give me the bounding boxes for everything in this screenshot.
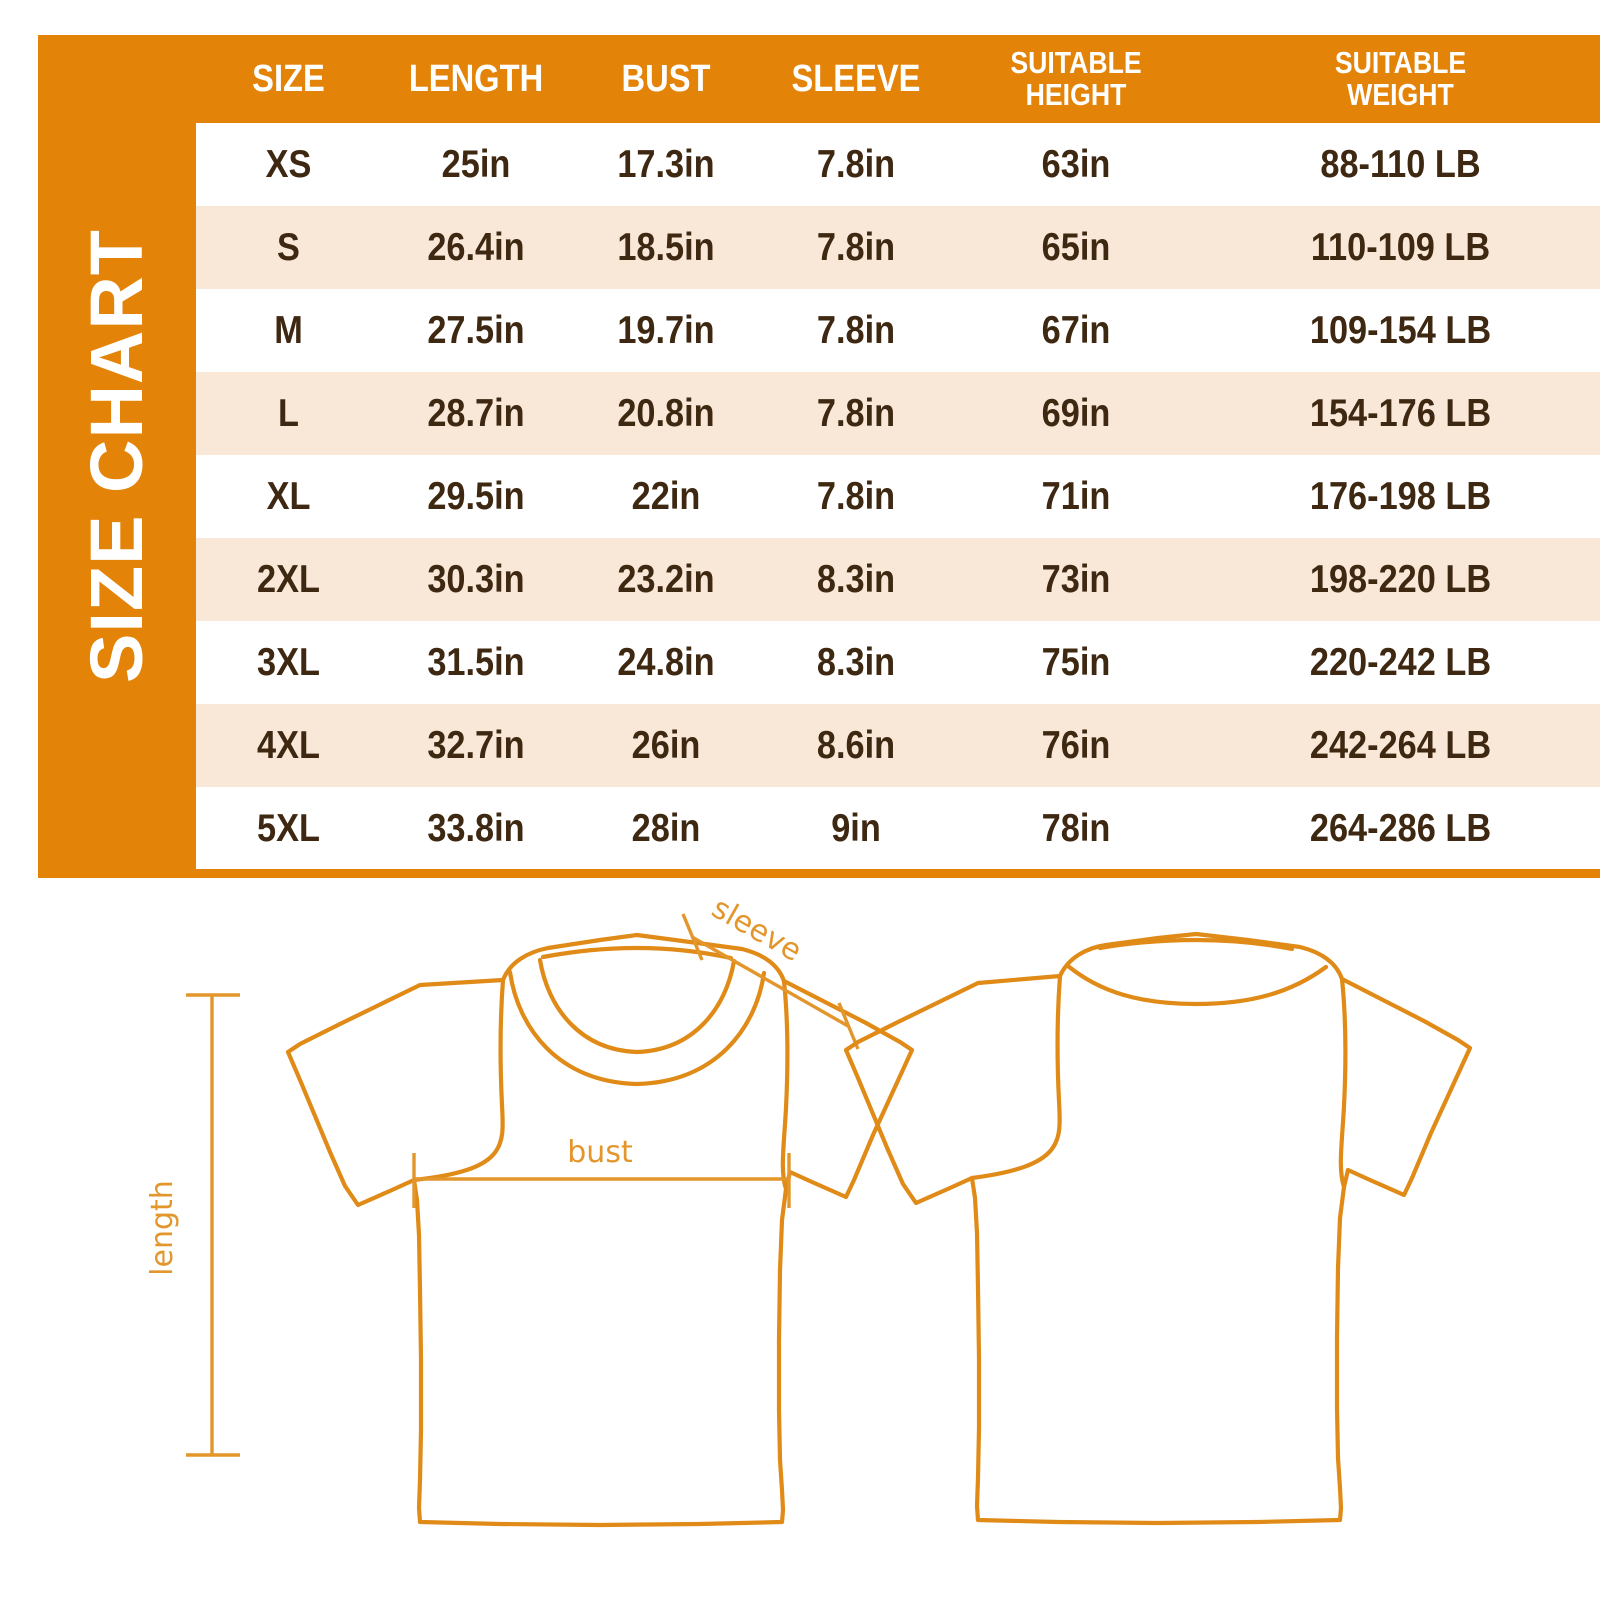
cell-weight: 220-242 LB [1309,641,1492,684]
table-row: XL 29.5in 22in 7.8in 71in 176-198 LB [196,455,1600,538]
cell-length: 26.4in [427,226,525,269]
cell-bust: 26in [631,724,701,767]
cell-weight: 88-110 LB [1320,143,1481,186]
size-chart-title: SIZE CHART [75,229,158,683]
cell-height: 63in [1041,143,1111,186]
cell-weight: 198-220 LB [1309,558,1492,601]
cell-sleeve: 9in [831,807,881,850]
column-header-suitable-weight-line2: WEIGHT [1347,77,1454,112]
cell-sleeve: 7.8in [816,143,896,186]
table-body: XS 25in 17.3in 7.8in 63in 88-110 LB S 26.4in 18.… [196,123,1600,870]
column-header-length: LENGTH [408,57,544,100]
cell-bust: 28in [631,807,701,850]
t-shirt-back-view [843,931,1473,1526]
cell-size: M [274,309,303,352]
column-header-bust: BUST [621,57,711,100]
cell-bust: 22in [631,475,701,518]
cell-height: 73in [1041,558,1111,601]
cell-size: S [277,226,300,269]
bust-label: bust [567,1135,633,1170]
cell-height: 76in [1041,724,1111,767]
cell-bust: 18.5in [617,226,715,269]
cell-length: 25in [441,143,511,186]
cell-weight: 176-198 LB [1309,475,1492,518]
cell-length: 29.5in [427,475,525,518]
cell-sleeve: 7.8in [816,475,896,518]
t-shirt-front-view [285,932,915,1528]
size-chart-table: SIZE LENGTH BUST SLEEVE SUITABLE HEIGHT … [196,35,1600,877]
size-chart-block: SIZE CHART SIZE LENGTH BUST SLEEVE SUITA… [38,35,1600,878]
column-header-sleeve: SLEEVE [791,57,921,100]
column-header-size: SIZE [252,57,325,100]
cell-size: XS [265,143,312,186]
table-row: 3XL 31.5in 24.8in 8.3in 75in 220-242 LB [196,621,1600,704]
column-header-suitable-weight-line1: SUITABLE [1334,45,1467,81]
column-header-suitable-weight: SUITABLE WEIGHT [1229,47,1572,110]
sleeve-dimension [681,913,860,1050]
table-row: XS 25in 17.3in 7.8in 63in 88-110 LB [196,123,1600,206]
length-label: length [145,1180,180,1276]
table-row: S 26.4in 18.5in 7.8in 65in 110-109 LB [196,206,1600,289]
cell-height: 78in [1041,807,1111,850]
cell-size: XL [266,475,311,518]
length-dimension [186,993,240,1457]
cell-weight: 264-286 LB [1309,807,1492,850]
cell-bust: 24.8in [617,641,715,684]
cell-length: 27.5in [427,309,525,352]
cell-height: 67in [1041,309,1111,352]
cell-weight: 242-264 LB [1309,724,1492,767]
table-row: 4XL 32.7in 26in 8.6in 76in 242-264 LB [196,704,1600,787]
measurement-diagram: sleeve bust length [0,890,1600,1600]
cell-length: 32.7in [427,724,525,767]
cell-sleeve: 7.8in [816,309,896,352]
table-row: L 28.7in 20.8in 7.8in 69in 154-176 LB [196,372,1600,455]
cell-size: 5XL [257,807,320,850]
table-row: M 27.5in 19.7in 7.8in 67in 109-154 LB [196,289,1600,372]
cell-sleeve: 7.8in [816,226,896,269]
column-header-suitable-height-line2: HEIGHT [1025,77,1127,112]
cell-height: 75in [1041,641,1111,684]
table-row: 2XL 30.3in 23.2in 8.3in 73in 198-220 LB [196,538,1600,621]
cell-height: 69in [1041,392,1111,435]
cell-sleeve: 8.6in [816,724,896,767]
column-header-suitable-height: SUITABLE HEIGHT [969,47,1184,110]
cell-size: 2XL [257,558,320,601]
size-chart-sidebar: SIZE CHART [38,35,196,877]
cell-length: 28.7in [427,392,525,435]
cell-bust: 23.2in [617,558,715,601]
cell-weight: 109-154 LB [1309,309,1492,352]
cell-bust: 17.3in [617,143,715,186]
cell-bust: 19.7in [617,309,715,352]
table-row: 5XL 33.8in 28in 9in 78in 264-286 LB [196,787,1600,870]
cell-size: 3XL [257,641,320,684]
table-bottom-rule [38,869,1600,878]
cell-bust: 20.8in [617,392,715,435]
cell-size: L [278,392,299,435]
cell-sleeve: 8.3in [816,558,896,601]
cell-weight: 110-109 LB [1310,226,1491,269]
cell-size: 4XL [257,724,320,767]
cell-length: 31.5in [427,641,525,684]
table-header-row: SIZE LENGTH BUST SLEEVE SUITABLE HEIGHT … [196,35,1600,123]
cell-sleeve: 7.8in [816,392,896,435]
column-header-suitable-height-line1: SUITABLE [1010,45,1142,81]
cell-length: 30.3in [427,558,525,601]
cell-height: 71in [1041,475,1111,518]
cell-height: 65in [1041,226,1111,269]
cell-length: 33.8in [427,807,525,850]
bust-dimension [412,1153,791,1208]
cell-sleeve: 8.3in [816,641,896,684]
cell-weight: 154-176 LB [1309,392,1492,435]
